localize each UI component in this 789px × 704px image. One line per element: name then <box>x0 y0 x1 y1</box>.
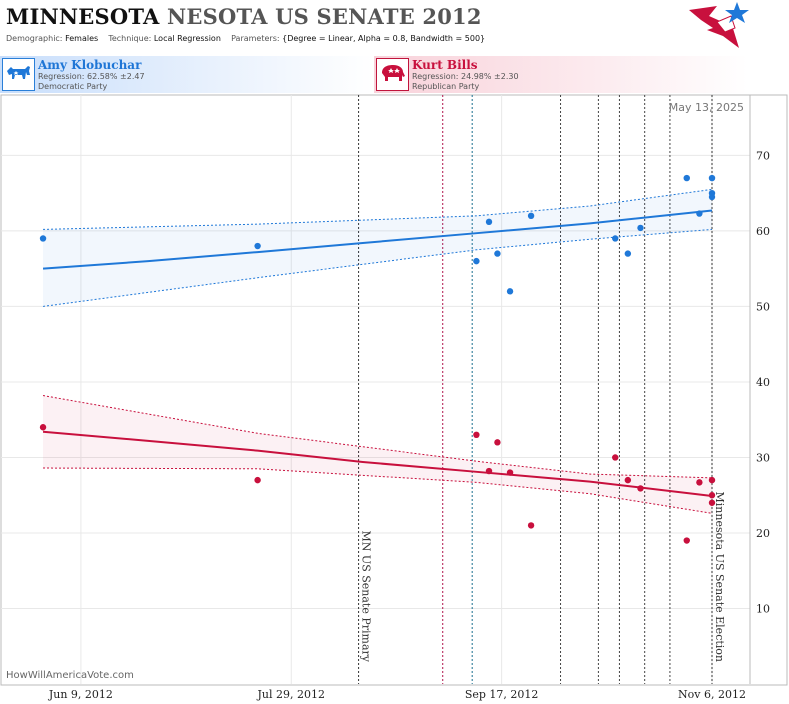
poll-point <box>485 218 493 226</box>
demographic-value: Females <box>65 34 99 43</box>
candidate-card-bills: Kurt Bills Regression: 24.98% ±2.30 Repu… <box>374 56 748 93</box>
poll-point <box>708 193 716 201</box>
title-race: NESOTA US SENATE 2012 <box>167 4 482 29</box>
poll-point <box>624 250 632 257</box>
y-tick-label: 30 <box>756 451 770 464</box>
y-tick-label: 10 <box>756 602 770 615</box>
poll-point <box>506 288 514 295</box>
title-state: MINNESOTA <box>6 4 160 29</box>
plot-frame <box>0 94 788 686</box>
poll-point <box>683 537 690 544</box>
band-lower-line <box>43 467 713 514</box>
poll-point <box>708 492 716 499</box>
poll-point <box>696 210 703 217</box>
trend-line <box>42 209 713 270</box>
poll-point <box>485 467 493 475</box>
poll-point <box>527 212 535 220</box>
candidate-party: Republican Party <box>412 82 480 91</box>
candidate-regression: Regression: 62.58% ±2.47 <box>38 72 145 81</box>
technique-value: Local Regression <box>153 34 221 43</box>
band-upper-line <box>42 395 713 479</box>
poll-point <box>39 235 47 242</box>
poll-point <box>473 257 480 265</box>
site-logo-icon <box>689 2 749 48</box>
poll-point <box>708 499 716 506</box>
poll-point <box>612 454 619 461</box>
poll-point <box>683 174 690 182</box>
candidate-name: Kurt Bills <box>412 58 478 72</box>
demographic-label: Demographic: <box>6 34 63 43</box>
poll-point <box>708 476 716 484</box>
candidate-card-klobuchar: Amy Klobuchar Regression: 62.58% ±2.47 D… <box>0 56 374 93</box>
confidence-band <box>43 189 713 307</box>
y-tick-label: 20 <box>756 527 770 540</box>
poll-point <box>254 242 261 250</box>
poll-point <box>527 522 535 529</box>
watermark: HowWillAmericaVote.com <box>6 670 134 681</box>
donkey-icon <box>2 58 35 91</box>
poll-point <box>494 250 501 257</box>
elephant-icon <box>376 58 409 91</box>
event-label: MN US Senate Primary <box>360 531 373 663</box>
y-tick-label: 70 <box>756 149 770 162</box>
poll-point <box>612 235 619 242</box>
poll-point <box>624 476 632 484</box>
poll-point <box>254 476 261 484</box>
trend-line <box>42 430 713 497</box>
y-tick-label: 40 <box>756 376 770 389</box>
poll-point <box>708 174 716 182</box>
band-lower-line <box>42 228 713 307</box>
poll-point <box>506 469 514 476</box>
parameters-label: Parameters: <box>231 34 280 43</box>
page-title: MINNESOTA NESOTA US SENATE 2012 <box>6 4 482 29</box>
poll-point <box>696 479 703 486</box>
date-stamp: May 13, 2025 <box>669 101 744 114</box>
poll-point <box>637 224 644 232</box>
poll-point <box>494 439 501 446</box>
candidate-party: Democratic Party <box>38 82 108 91</box>
technique-label: Technique: <box>108 34 152 43</box>
poll-chart: MN US Senate Primary Minnesota US Senate … <box>0 94 788 701</box>
y-tick-label: 60 <box>756 225 770 238</box>
candidate-name: Amy Klobuchar <box>38 58 142 72</box>
x-tick-label: Jul 29, 2012 <box>257 688 326 701</box>
poll-point <box>39 424 47 431</box>
band-upper-line <box>43 188 713 230</box>
x-tick-label: Nov 6, 2012 <box>678 688 746 701</box>
parameters-line: Demographic: Females Technique: Local Re… <box>6 34 485 43</box>
x-tick-label: Sep 17, 2012 <box>465 688 539 701</box>
poll-point <box>473 431 480 439</box>
parameters-value: {Degree = Linear, Alpha = 0.8, Bandwidth… <box>282 34 486 43</box>
poll-point <box>637 485 644 492</box>
candidate-regression: Regression: 24.98% ±2.30 <box>412 72 519 81</box>
y-tick-label: 50 <box>756 300 770 313</box>
x-tick-label: Jun 9, 2012 <box>48 688 113 701</box>
event-label: Minnesota US Senate Election <box>713 492 726 662</box>
